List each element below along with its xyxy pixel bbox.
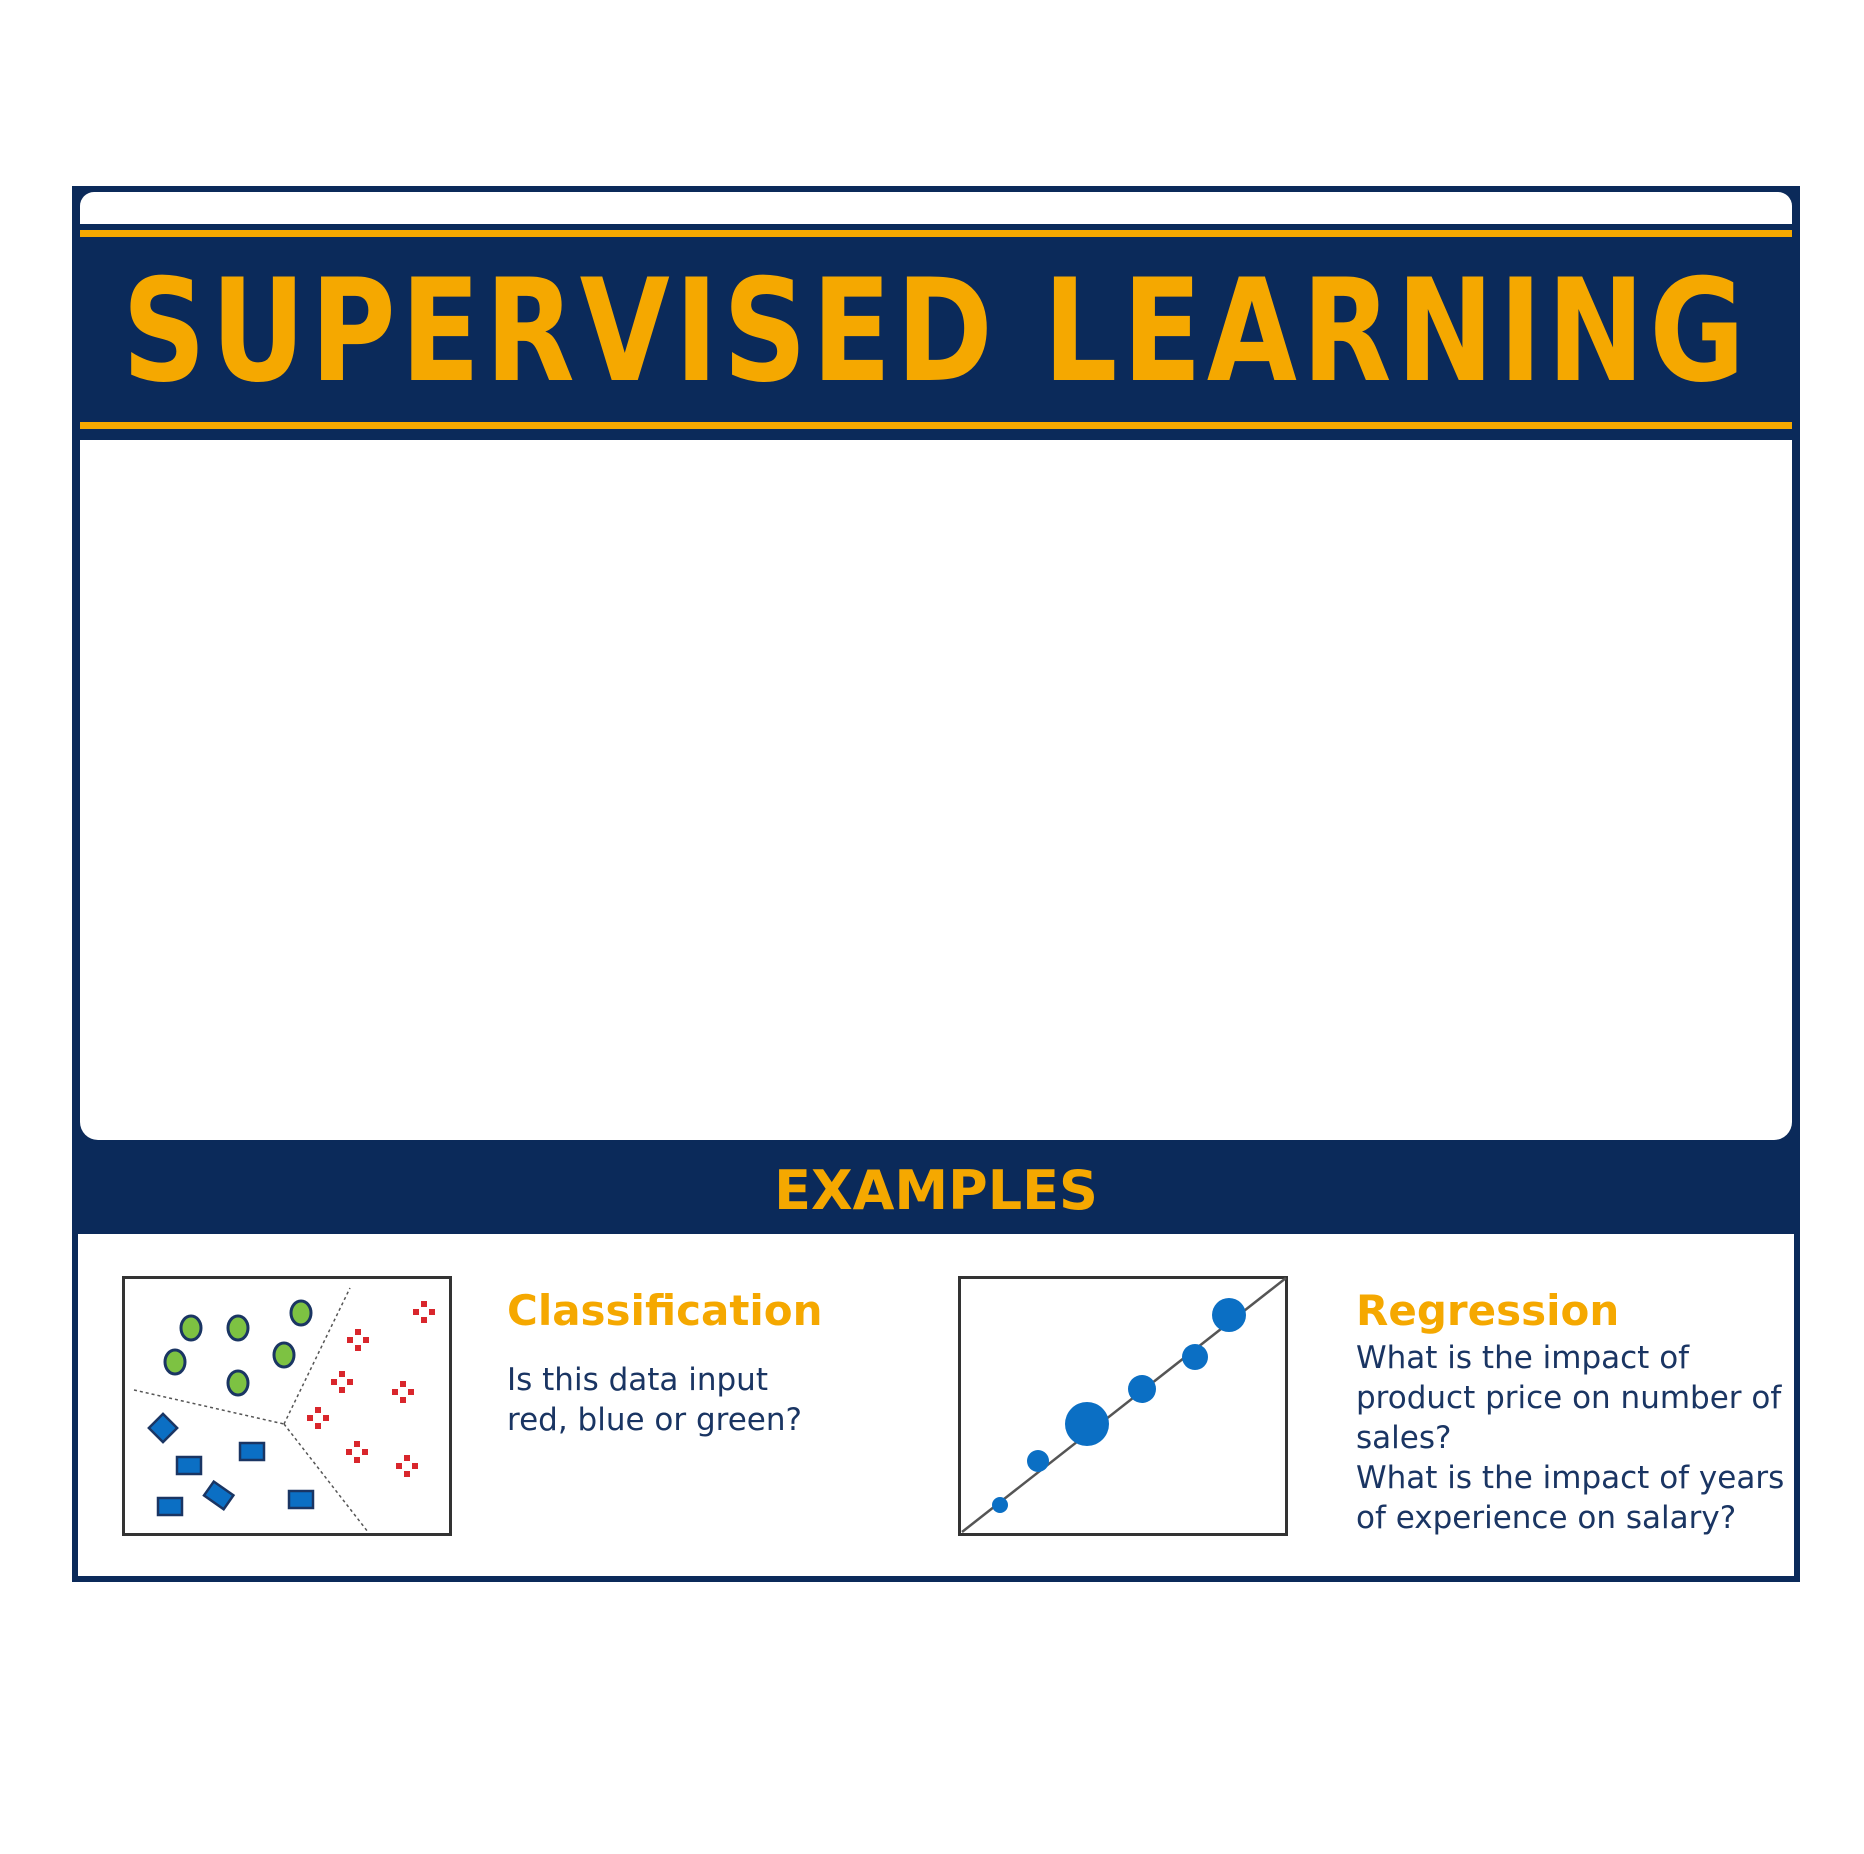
title-bottom-rule (80, 422, 1792, 429)
top-strip (80, 192, 1792, 224)
blue-square-icon (147, 1412, 315, 1517)
classification-text-line-2: red, blue or green? (507, 1402, 802, 1438)
regression-text-line-2: product price on number of (1356, 1380, 1782, 1416)
red-cross-icon (307, 1301, 435, 1477)
regression-text-line-4: What is the impact of years (1356, 1460, 1785, 1496)
content-panel (80, 440, 1792, 1140)
regression-text-line-3: sales? (1356, 1420, 1452, 1456)
green-circle-icon (163, 1299, 313, 1397)
classification-frame (122, 1276, 452, 1536)
examples-heading: EXAMPLES (774, 1158, 1098, 1222)
boundary-lines (133, 1287, 369, 1533)
regression-text-line-5: of experience on salary? (1356, 1500, 1737, 1536)
classification-heading: Classification (507, 1286, 823, 1335)
regression-text-line-1: What is the impact of (1356, 1340, 1690, 1376)
page-title: SUPERVISED LEARNING (122, 248, 1750, 414)
classification-text-line-1: Is this data input (507, 1362, 768, 1398)
examples-panel: Classification Is this data input red, b… (78, 1234, 1794, 1576)
title-top-rule (80, 230, 1792, 237)
regression-heading: Regression (1356, 1286, 1620, 1335)
regression-points (992, 1298, 1246, 1513)
classification-illustration (122, 1276, 452, 1536)
regression-illustration (958, 1276, 1288, 1536)
